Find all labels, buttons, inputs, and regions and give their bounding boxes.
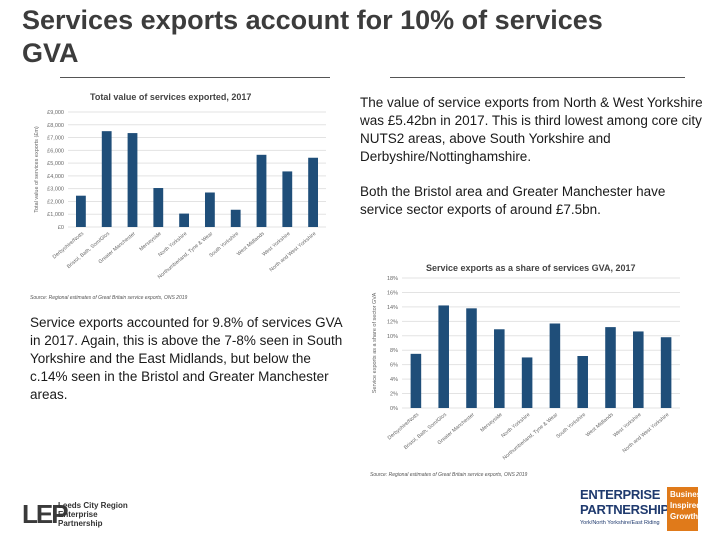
y-axis-label: Service exports as a share of sector GVA [372, 292, 378, 393]
x-tick-label: Northumberland, Tyne & Wear [502, 412, 560, 462]
y-tick-label: 16% [387, 290, 398, 296]
y-tick-label: £9,000 [47, 110, 64, 116]
y-tick-label: £8,000 [47, 123, 64, 129]
y-axis-label: Total value of services exports (£m) [34, 126, 40, 213]
chart-source: Source: Regional estimates of Great Brit… [370, 472, 528, 478]
ep-wordmark: ENTERPRISE PARTNERSHIP York/North Yorksh… [580, 487, 669, 526]
bar-5 [521, 357, 533, 408]
y-tick-label: £7,000 [47, 136, 64, 142]
y-tick-label: 8% [390, 348, 398, 354]
enterprise-partnership-logo: ENTERPRISE PARTNERSHIP York/North Yorksh… [580, 487, 706, 531]
slide-title: Services exports account for 10% of serv… [22, 5, 603, 68]
y-tick-label: £0 [58, 225, 64, 231]
lep-logo-text: Leeds City Region Enterprise Partnership [58, 501, 128, 528]
y-tick-label: 0% [390, 406, 398, 412]
x-tick-label: West Midlands [585, 412, 615, 439]
bar-10 [660, 337, 672, 408]
bar-4 [153, 188, 164, 227]
y-tick-label: £6,000 [47, 148, 64, 154]
exports-value-paragraph: The value of service exports from North … [360, 95, 703, 164]
bar-6 [204, 192, 215, 227]
services-exports-share-chart: Service exports as a share of services G… [368, 258, 686, 480]
y-tick-label: 4% [390, 377, 398, 383]
x-tick-label: South Yorkshire [555, 412, 587, 440]
bar-7 [577, 356, 588, 408]
y-tick-label: 6% [390, 363, 398, 369]
bristol-manchester-paragraph: Both the Bristol area and Greater Manche… [360, 184, 666, 217]
bar-1 [410, 353, 422, 408]
x-tick-label: North and West Yorkshire [622, 412, 671, 454]
x-tick-label: Merseyside [138, 231, 162, 253]
y-tick-label: £5,000 [47, 161, 64, 167]
y-tick-label: 14% [387, 305, 398, 311]
y-tick-label: £2,000 [47, 199, 64, 205]
chart-source: Source: Regional estimates of Great Brit… [30, 295, 188, 301]
services-exports-value-chart: Total value of services exported, 2017 £0… [30, 86, 332, 304]
y-tick-label: 10% [387, 334, 398, 340]
x-tick-label: Merseyside [479, 412, 503, 434]
y-tick-label: 2% [390, 392, 398, 398]
x-tick-label: Northumberland, Tyne & Wear [157, 231, 215, 281]
business-inspired-growth-badge: Business Inspired Growth [667, 487, 706, 531]
y-tick-label: £4,000 [47, 174, 64, 180]
x-tick-label: North and West Yorkshire [269, 231, 318, 273]
bar-2 [438, 305, 449, 408]
bar-10 [308, 157, 319, 227]
bar-3 [127, 133, 138, 227]
exports-share-paragraph: Service exports accounted for 9.8% of se… [30, 315, 343, 402]
bar-7 [230, 209, 241, 227]
bar-6 [549, 323, 561, 408]
y-tick-label: 18% [387, 276, 398, 282]
bar-9 [633, 331, 644, 408]
chart-1-canvas: Total value of services exported, 2017 £0… [30, 92, 326, 301]
y-tick-label: £1,000 [47, 212, 64, 218]
chart-title: Total value of services exported, 2017 [90, 92, 251, 102]
bar-9 [282, 171, 293, 227]
y-tick-label: 12% [387, 319, 398, 325]
leeds-city-region-lep-logo: LEP Leeds City Region Enterprise Partner… [22, 498, 142, 530]
bar-2 [101, 131, 112, 227]
bar-3 [466, 308, 477, 408]
x-tick-label: Bristol, Bath, Som/Glos [66, 231, 111, 270]
lep-mark: LEP [22, 499, 69, 529]
y-tick-label: £3,000 [47, 187, 64, 193]
chart-title: Service exports as a share of services G… [426, 263, 635, 273]
bar-8 [256, 154, 267, 227]
bar-5 [179, 213, 190, 227]
bar-4 [494, 329, 505, 408]
chart-2-canvas: Service exports as a share of services G… [370, 263, 680, 478]
bar-1 [75, 195, 86, 227]
bar-8 [605, 327, 616, 408]
